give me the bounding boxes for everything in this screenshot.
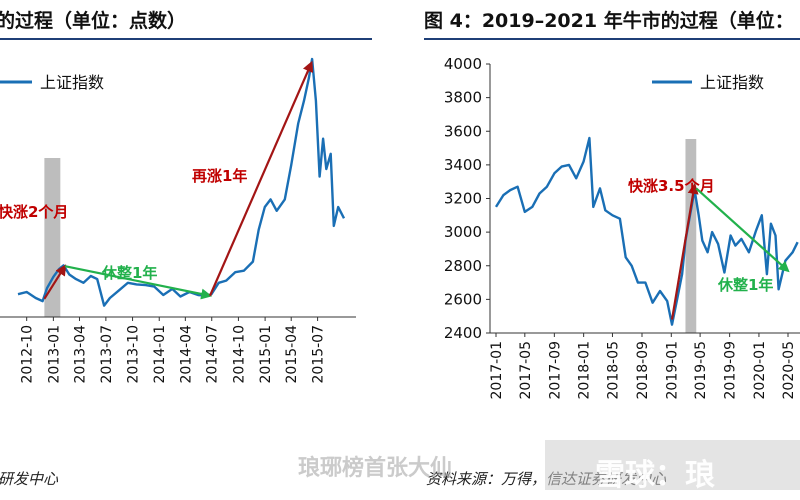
left-x-tick-label: 2015-01 [258,325,274,384]
left-chart-title: 的过程（单位：点数） [0,10,187,32]
right-title-rule [424,38,800,40]
right-x-tick-label: 2018-01 [577,341,593,400]
watermark-badge: 雪球：琅 [545,440,800,493]
left-x-tick-label: 2014-04 [178,325,194,384]
left-x-tick-label: 2013-04 [72,325,88,384]
right-x-tick-label: 2017-01 [489,341,505,400]
left-x-tick-label: 2013-01 [46,325,62,384]
right-y-tick-label: 2800 [444,257,482,275]
right-x-tick-label: 2020-01 [752,341,768,400]
right-y-tick-label: 3200 [444,190,482,208]
watermark-platform: 雪球：琅 [595,458,715,493]
left-highlight-band [44,158,61,317]
right-y-tick-label: 2600 [444,290,482,308]
left-annotation-arrow [208,60,314,297]
left-x-tick-label: 2015-04 [284,325,300,384]
right-annotation-label: 休整1年 [717,276,773,294]
left-x-tick-label: 2014-10 [231,325,247,384]
left-x-tick-label: 2012-10 [20,325,36,384]
right-y-tick-label: 3000 [444,223,482,241]
left-chart-panel: 的过程（单位：点数） 2012-10 2013-01 2013-04 2013-07 2… [0,10,372,488]
left-annotation-label: 快涨2个月 [0,203,68,221]
right-chart-title: 图 4：2019–2021 年牛市的过程（单位： [424,10,794,32]
right-x-tick-label: 2017-09 [547,341,563,400]
right-x-tick-label: 2017-05 [518,341,534,400]
left-annotation-label: 休整1年 [101,264,157,282]
left-x-tick-label: 2014-07 [205,325,221,384]
right-chart-panel: 图 4：2019–2021 年牛市的过程（单位： 2400 2600 2800 300… [400,0,800,500]
right-x-tick-label: 2018-05 [605,341,621,400]
left-legend-label: 上证指数 [40,73,104,92]
right-line-chart: 2400 2600 2800 3000 3200 3400 3600 3800 4000 2017… [444,55,800,400]
right-series-line [494,136,799,326]
right-x-tick-label: 2018-09 [635,341,651,400]
left-annotation-arrow [43,264,67,300]
left-x-tick-label: 2013-10 [126,325,142,384]
right-legend-label: 上证指数 [700,73,764,92]
left-x-tick-label: 2015-07 [311,325,327,384]
right-annotation-arrow [670,182,699,320]
left-annotation-label: 再涨1年 [192,167,247,185]
left-series-line [17,57,346,307]
right-x-tick-label: 2019-05 [693,341,709,400]
left-source-note: 研发中心 [0,470,59,488]
right-y-tick-label: 3800 [444,89,482,107]
left-title-rule [0,38,372,40]
right-y-tick-label: 2400 [444,324,482,342]
right-x-tick-label: 2020-05 [781,341,797,400]
right-y-tick-label: 4000 [444,55,482,73]
right-x-tick-label: 2019-01 [664,341,680,400]
left-x-tick-label: 2014-01 [152,325,168,384]
right-highlight-band [685,139,697,333]
right-x-tick-label: 2019-09 [723,341,739,400]
right-annotation-label: 快涨3.5个月 [628,177,715,195]
watermark-channel: 琅琊榜首张大仙 [298,456,453,481]
left-line-chart: 2012-10 2013-01 2013-04 2013-07 2013-10 2014-… [0,57,356,384]
left-annotation-arrow [64,265,213,300]
left-x-tick-label: 2013-07 [99,325,115,384]
right-y-tick-label: 3600 [444,122,482,140]
right-y-tick-label: 3400 [444,156,482,174]
right-annotation-arrow [695,187,790,273]
